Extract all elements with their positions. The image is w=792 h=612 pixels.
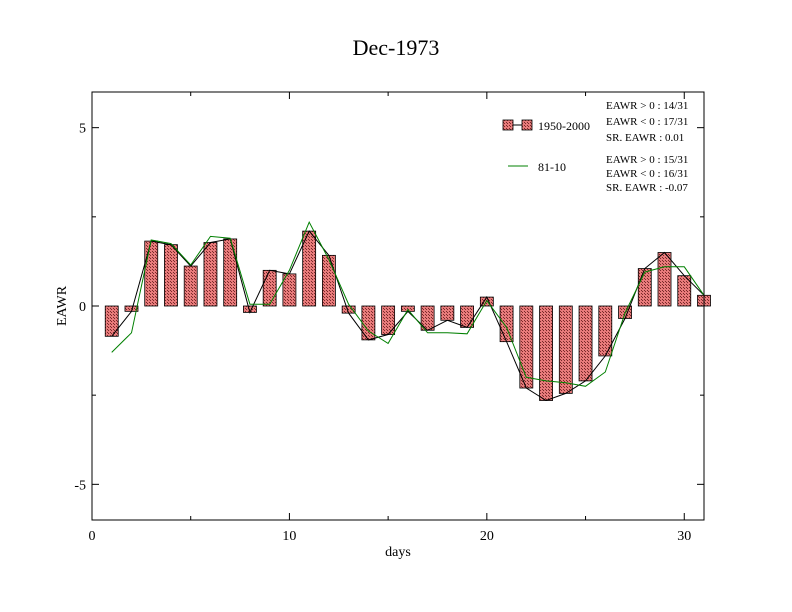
bar-1950-2000-day-22 [519, 305, 534, 389]
bar-1950-2000-day-28 [637, 268, 652, 307]
bar-1950-2000-day-24 [558, 305, 573, 394]
legend-stat-1-0: EAWR > 0 : 14/31 [606, 100, 688, 112]
x-tick-label-30: 30 [677, 529, 691, 544]
y-tick-label-5: 5 [79, 122, 86, 137]
bar-1950-2000-day-21 [499, 305, 514, 343]
legend-bar-swatch-right [521, 119, 533, 131]
legend-label-81-10: 81-10 [538, 160, 566, 174]
bar-1950-2000-day-18 [440, 305, 455, 321]
chart-title: Dec-1973 [353, 35, 440, 60]
bar-1950-2000-day-25 [578, 305, 593, 382]
legend: 1950-2000 EAWR > 0 : 14/31 EAWR < 0 : 17… [502, 100, 688, 194]
bar-1950-2000-day-26 [598, 305, 613, 357]
bar-1950-2000-day-29 [657, 252, 672, 307]
bar-1950-2000-day-6 [203, 242, 218, 307]
x-axis-label: days [385, 545, 411, 560]
line-81-10 [111, 221, 705, 387]
legend-stat-2-2: SR. EAWR : -0.07 [606, 182, 688, 194]
bar-1950-2000-day-11 [302, 230, 317, 307]
bar-1950-2000-day-23 [539, 305, 553, 401]
bar-1950-2000-day-1 [104, 305, 119, 337]
plot-area [104, 221, 711, 402]
legend-bar-swatch-left [502, 119, 514, 131]
y-tick-label-0: 0 [79, 300, 86, 315]
bar-1950-2000-day-14 [361, 305, 376, 341]
bar-1950-2000-day-7 [223, 238, 238, 307]
bar-1950-2000-day-19 [460, 305, 474, 328]
bar-1950-2000-day-9 [262, 269, 277, 307]
x-tick-label-20: 20 [480, 529, 494, 544]
line-1950-2000 [111, 230, 705, 402]
bar-1950-2000-day-5 [183, 265, 198, 307]
bar-1950-2000-day-4 [164, 244, 178, 307]
legend-stat-2-0: EAWR > 0 : 15/31 [606, 154, 688, 166]
y-axis-label: EAWR [55, 285, 70, 326]
axes: 0 10 20 30 -5 0 5 [74, 92, 704, 544]
legend-stat-1-2: SR. EAWR : 0.01 [606, 132, 684, 144]
legend-label-1950-2000: 1950-2000 [538, 119, 590, 133]
x-tick-label-0: 0 [89, 529, 96, 544]
y-tick-label--5: -5 [74, 478, 86, 493]
bar-1950-2000-day-12 [322, 254, 336, 307]
x-tick-label-10: 10 [282, 529, 296, 544]
bar-1950-2000-day-3 [144, 240, 159, 307]
legend-stat-1-1: EAWR < 0 : 17/31 [606, 116, 688, 128]
bar-1950-2000-day-15 [381, 305, 396, 335]
legend-stat-2-1: EAWR < 0 : 16/31 [606, 168, 688, 180]
